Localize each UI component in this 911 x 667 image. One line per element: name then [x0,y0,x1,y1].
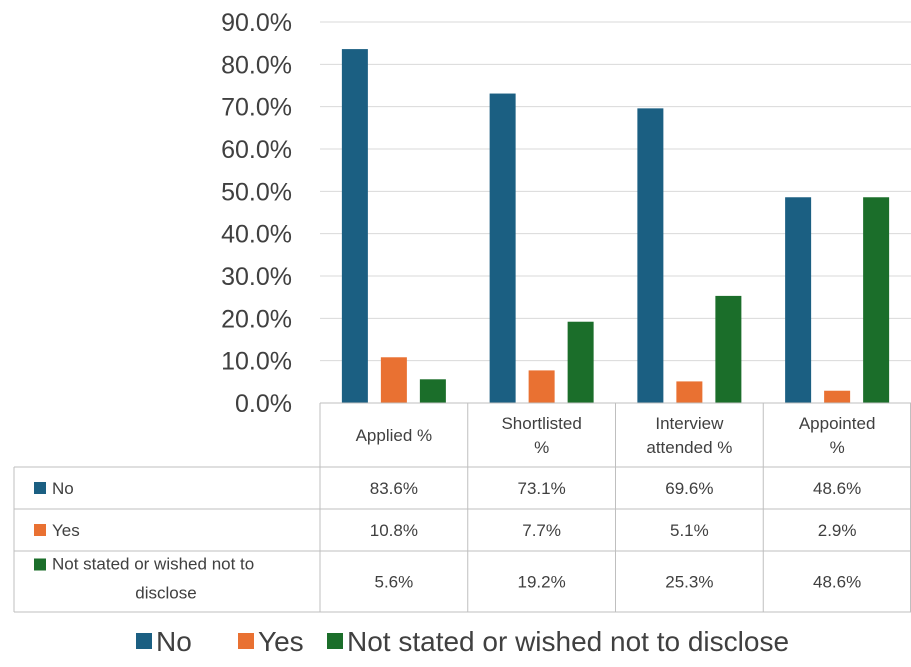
bar-yes [676,381,703,403]
bar-not [419,379,446,403]
legend-swatch-not [327,633,343,649]
legend-label: Not stated or wished not to disclose [347,626,789,657]
bar-no [637,108,664,404]
y-tick-label: 70.0% [221,94,292,122]
bar-not [715,295,742,403]
y-tick-label: 80.0% [221,51,292,79]
y-tick-label: 0.0% [235,390,292,418]
y-tick-label: 40.0% [221,221,292,249]
legend-label: No [156,626,192,657]
y-axis-tick-labels: 0.0% 10.0% 20.0% 30.0% 40.0% 50.0% 60.0% 70.0% 8… [221,9,292,418]
x-tick-label: Applied % [356,426,433,445]
data-label: 83.6% [370,479,418,498]
x-tick-label: Shortlisted [501,414,581,433]
series-name: Not stated or wished not to [52,555,254,574]
legend-key-not [34,558,46,571]
y-tick-label: 10.0% [221,348,292,376]
legend-swatch-yes [238,633,254,649]
bar-yes [528,370,555,403]
y-tick-label: 50.0% [221,178,292,206]
x-tick-label: % [534,438,549,457]
data-label: 10.8% [370,521,418,540]
series-name: Yes [52,521,80,540]
series-name: disclose [135,584,196,603]
data-label: 73.1% [518,479,566,498]
legend-key-no [34,482,46,494]
series-name: No [52,479,74,498]
bars [341,49,890,404]
data-label: 19.2% [518,573,566,592]
x-tick-label: attended % [646,438,732,457]
bar-no [785,197,812,403]
x-tick-label: Appointed [799,414,876,433]
bar-not [567,321,594,403]
data-label: 48.6% [813,479,861,498]
data-label: 2.9% [818,521,857,540]
x-tick-label: Interview [655,414,724,433]
bar-yes [380,357,407,403]
gridlines [320,21,911,362]
data-label: 48.6% [813,573,861,592]
data-label: 5.1% [670,521,709,540]
legend-label: Yes [258,626,304,657]
data-label: 5.6% [375,573,414,592]
bar-no [489,93,516,403]
y-tick-label: 30.0% [221,263,292,291]
bar-not [863,197,890,403]
legend: No Yes Not stated or wished not to disclos… [136,626,789,657]
y-tick-label: 60.0% [221,136,292,164]
y-tick-label: 20.0% [221,305,292,333]
legend-key-yes [34,524,46,536]
data-table: Applied % Shortlisted% Interview attended %… [13,402,911,613]
data-label: 69.6% [665,479,713,498]
legend-swatch-no [136,633,152,649]
data-label: 7.7% [522,521,561,540]
x-tick-label: % [830,438,845,457]
y-tick-label: 90.0% [221,9,292,37]
bar-no [341,49,368,404]
bar-yes [824,390,851,403]
data-label: 25.3% [665,573,713,592]
